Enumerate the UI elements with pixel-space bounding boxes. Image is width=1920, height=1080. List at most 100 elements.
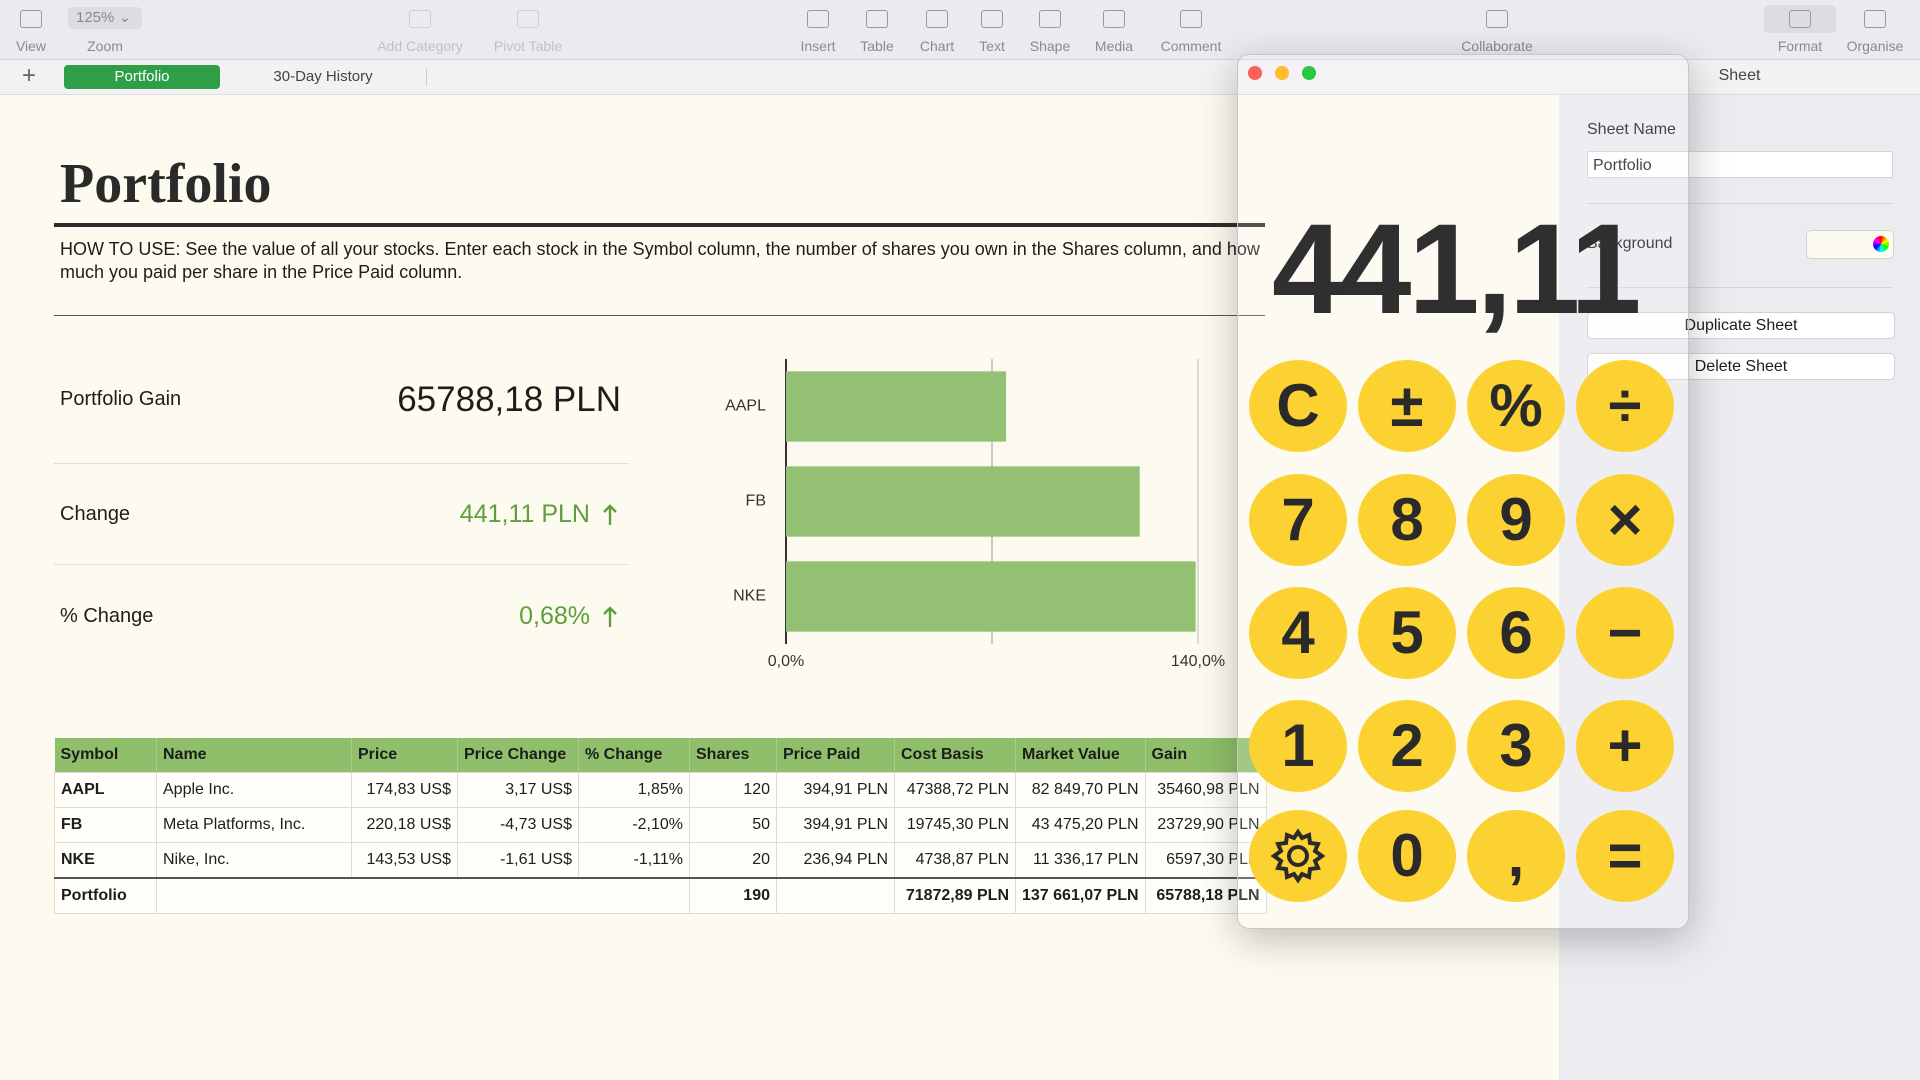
header-cell: Name: [156, 738, 352, 773]
bar-chart: 0,0% 140,0% AAPL FB NKE: [725, 359, 1225, 670]
calculator-button[interactable]: ×: [1576, 474, 1674, 566]
table-cell: NKE: [54, 842, 157, 879]
tab-bar: + Portfolio 30-Day History: [0, 60, 1920, 95]
table-cell: FB: [54, 807, 157, 843]
table-cell: 220,18 US$: [351, 807, 458, 843]
toolbar-item[interactable]: View: [15, 38, 47, 54]
calculator-button[interactable]: 2: [1358, 700, 1456, 792]
sheet-name-input[interactable]: Portfolio: [1587, 151, 1893, 178]
calculator-button[interactable]: C: [1249, 360, 1347, 452]
title-rule: [54, 223, 1265, 227]
calculator-button[interactable]: 6: [1467, 587, 1565, 679]
toolbar-icon: [409, 10, 431, 28]
calculator-button[interactable]: 7: [1249, 474, 1347, 566]
table-cell: 143,53 US$: [351, 842, 458, 879]
sidebar-tab[interactable]: Sheet: [1718, 67, 1761, 84]
separator: [1587, 287, 1893, 288]
calculator-button[interactable]: 1: [1249, 700, 1347, 792]
minimize-button[interactable]: [1275, 66, 1289, 80]
table-cell: Nike, Inc.: [156, 842, 352, 879]
table-cell: 43 475,20 PLN: [1015, 807, 1146, 843]
tab-separator: [426, 68, 427, 86]
metric-value: 441,11 PLN: [459, 500, 590, 528]
calculator-button[interactable]: ,: [1467, 810, 1565, 902]
toolbar-icon: [1039, 10, 1061, 28]
footer-cell: [776, 877, 895, 914]
portfolio-table: Symbol Name Price Price Change% Change Share…: [54, 738, 1267, 914]
table-cell: Apple Inc.: [156, 772, 352, 808]
header-cell: Cost Basis: [894, 738, 1016, 773]
footer-cell: Portfolio: [54, 877, 157, 914]
duplicate-sheet-button[interactable]: Duplicate Sheet: [1587, 312, 1895, 339]
table-row: NKE Nike, Inc. 143,53 US$ -1,61 US$ -1,11% 20…: [54, 842, 1267, 879]
table-cell: 50: [689, 807, 777, 843]
tab[interactable]: 30-Day History: [273, 68, 373, 85]
format-highlight: [1764, 5, 1836, 33]
toolbar: 125% ⌄ View Zoom Add Category Pivot Table In…: [0, 0, 1920, 60]
calculator-button[interactable]: +: [1576, 700, 1674, 792]
table-cell: 394,91 PLN: [776, 772, 895, 808]
zoom-button[interactable]: [1302, 66, 1316, 80]
calculator-button[interactable]: 9: [1467, 474, 1565, 566]
table-cell: Meta Platforms, Inc.: [156, 807, 352, 843]
header-cell: Price: [351, 738, 458, 773]
toolbar-item[interactable]: Collaborate: [1461, 38, 1533, 54]
toolbar-item[interactable]: Zoom: [87, 38, 123, 54]
metric-label: Portfolio Gain: [60, 388, 182, 410]
toolbar-icon: [981, 10, 1003, 28]
table-cell: 236,94 PLN: [776, 842, 895, 879]
toolbar-item[interactable]: Add Category: [377, 38, 463, 54]
calculator-button[interactable]: −: [1576, 587, 1674, 679]
toolbar-icon: [1103, 10, 1125, 28]
bar: [786, 371, 1007, 442]
close-button[interactable]: [1248, 66, 1262, 80]
toolbar-icon: [807, 10, 829, 28]
toolbar-item[interactable]: Chart: [919, 38, 955, 54]
toolbar-item[interactable]: Insert: [800, 38, 836, 54]
toolbar-item[interactable]: Table: [860, 38, 894, 54]
calculator-button[interactable]: 8: [1358, 474, 1456, 566]
toolbar-item[interactable]: Pivot Table: [493, 38, 563, 54]
calculator-button[interactable]: =: [1576, 810, 1674, 902]
add-sheet-button[interactable]: +: [22, 62, 37, 89]
table-cell: 1,85%: [578, 772, 690, 808]
x-tick-label: 0,0%: [768, 653, 804, 670]
bar: [786, 561, 1196, 632]
toolbar-icon: [1864, 10, 1886, 28]
table-cell: 20: [689, 842, 777, 879]
footer-cell: 65788,18 PLN: [1144, 877, 1267, 914]
table-row: FB Meta Platforms, Inc. 220,18 US$ -4,73 US…: [54, 807, 1267, 843]
table-cell: 23729,90 PLN: [1144, 807, 1267, 843]
footer-cell: [156, 877, 690, 914]
toolbar-item[interactable]: Comment: [1160, 38, 1222, 54]
zoom-value: 125%: [76, 9, 115, 26]
toolbar-item[interactable]: Text: [979, 38, 1005, 54]
table-cell: 82 849,70 PLN: [1015, 772, 1146, 808]
calculator-button[interactable]: ÷: [1576, 360, 1674, 452]
calculator-button[interactable]: 4: [1249, 587, 1347, 679]
calculator-button[interactable]: 0: [1358, 810, 1456, 902]
calculator-button[interactable]: ±: [1358, 360, 1456, 452]
calculator-button[interactable]: 5: [1358, 587, 1456, 679]
calculator-button[interactable]: 3: [1467, 700, 1565, 792]
tab-active[interactable]: Portfolio: [64, 65, 220, 89]
toolbar-item[interactable]: Format: [1777, 38, 1823, 54]
footer-cell: 137 661,07 PLN: [1015, 877, 1146, 914]
instructions: HOW TO USE: See the value of all your st…: [60, 239, 1260, 282]
zoom-dropdown[interactable]: 125% ⌄: [68, 7, 142, 29]
category-label: FB: [746, 493, 766, 510]
settings-button[interactable]: [1249, 810, 1347, 902]
toolbar-item[interactable]: Organise: [1846, 38, 1904, 54]
table-row: AAPL Apple Inc. 174,83 US$ 3,17 US$ 1,85% 120…: [54, 772, 1267, 808]
background-swatch[interactable]: [1806, 230, 1894, 259]
toolbar-icon: [1789, 10, 1811, 28]
toolbar-item[interactable]: Media: [1094, 38, 1134, 54]
toolbar-item[interactable]: Shape: [1029, 38, 1071, 54]
rule: [54, 564, 629, 565]
footer-row: Portfolio 190 71872,89 PLN 137 661,07 PLN 65…: [54, 877, 1267, 914]
table-cell: AAPL: [54, 772, 157, 808]
calculator-button[interactable]: %: [1467, 360, 1565, 452]
toolbar-icon: [866, 10, 888, 28]
category-label: AAPL: [725, 398, 766, 415]
table-cell: -2,10%: [578, 807, 690, 843]
